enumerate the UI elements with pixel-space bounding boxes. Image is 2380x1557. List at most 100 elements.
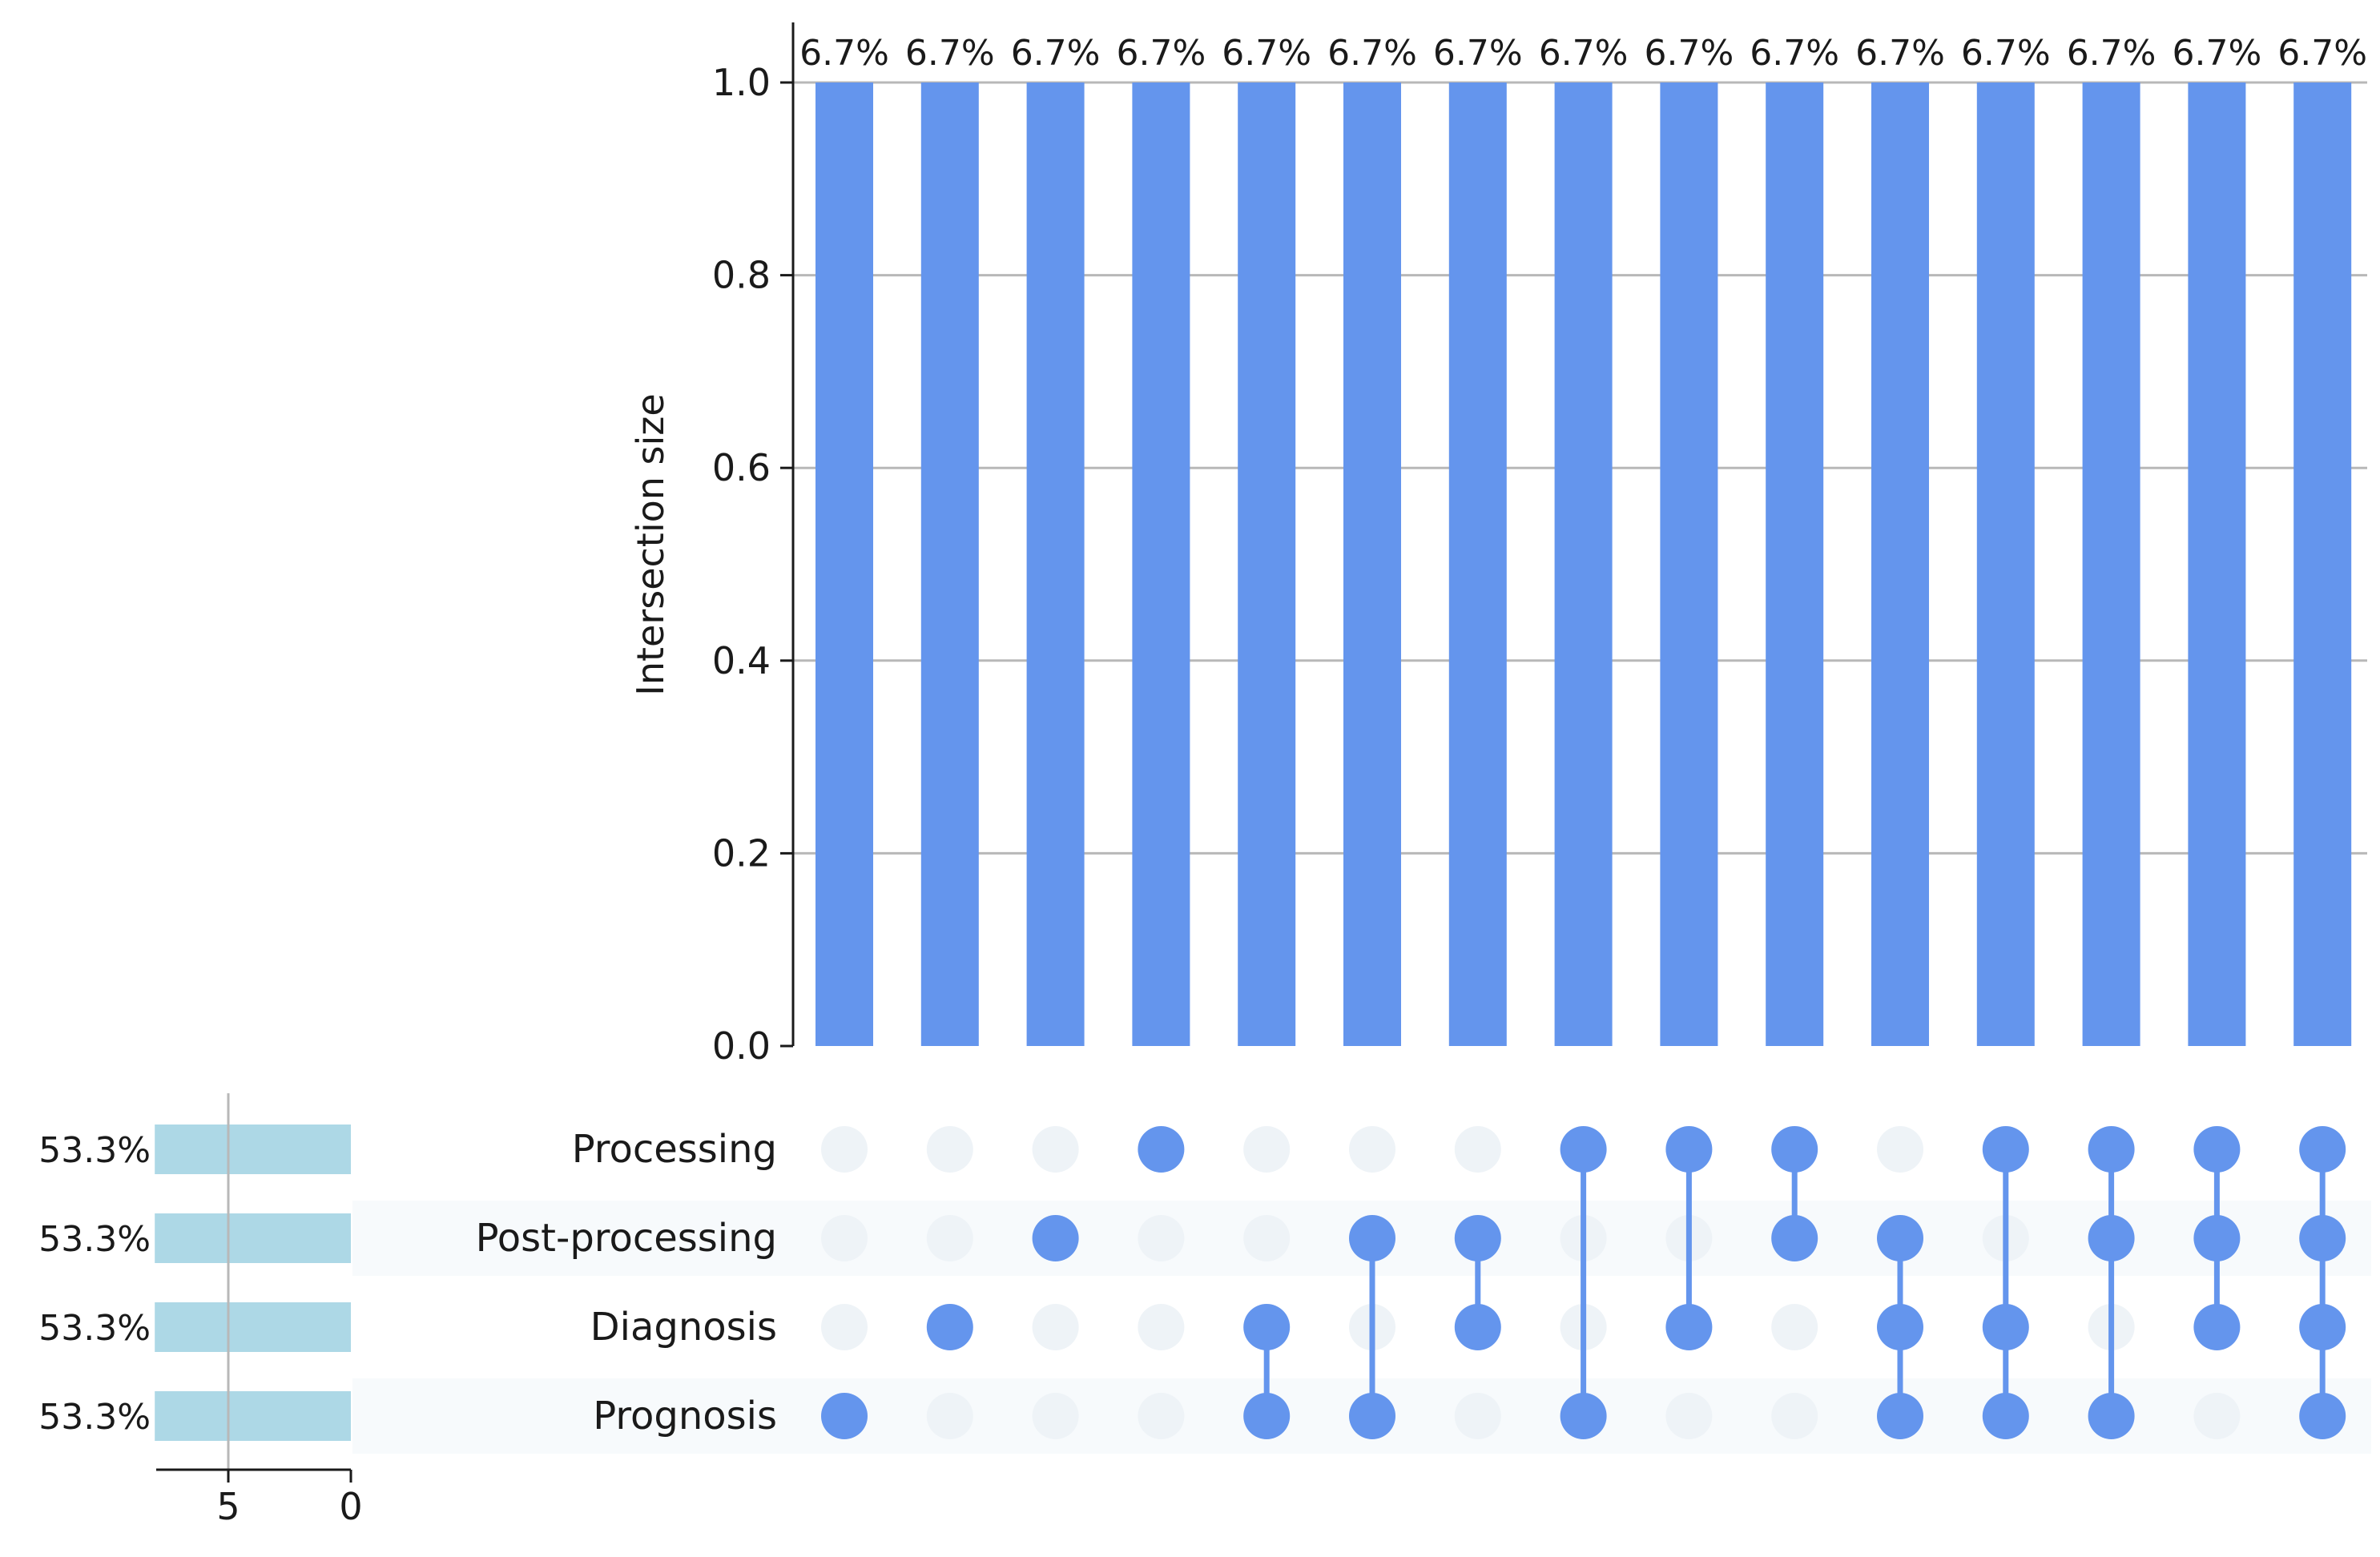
bar-value-label: 6.7% (799, 33, 889, 74)
set-size-bar (155, 1124, 351, 1174)
matrix-dot-empty (1349, 1126, 1395, 1173)
matrix-dot-filled (2088, 1126, 2135, 1173)
matrix-dot-empty (1771, 1304, 1818, 1350)
matrix-dot-empty (1454, 1393, 1501, 1439)
y-axis: 0.0 0.2 0.4 0.6 0.8 1.0 (712, 22, 795, 1068)
intersection-bar (1871, 82, 1929, 1046)
bar-value-label: 6.7% (1750, 33, 1839, 74)
matrix-dot-filled (1349, 1215, 1395, 1261)
matrix-dot-empty (1243, 1126, 1291, 1173)
matrix-dot-empty (1771, 1393, 1818, 1439)
bar-value-label: 6.7% (1117, 33, 1206, 74)
matrix-dot-filled (1032, 1215, 1079, 1261)
set-size-label: 53.3% (38, 1130, 151, 1171)
intersection-bar (1660, 82, 1718, 1046)
set-name-label: Post-processing (476, 1216, 777, 1261)
set-size-bar (155, 1391, 351, 1441)
bar-value-label: 6.7% (1539, 33, 1629, 74)
y-axis-label: Intersection size (629, 393, 672, 695)
matrix-dot-empty (926, 1126, 973, 1173)
intersection-bar (1238, 82, 1296, 1046)
bar-value-label: 6.7% (1645, 33, 1734, 74)
matrix-dot-filled (2088, 1215, 2135, 1261)
matrix-dot-empty (1138, 1393, 1185, 1439)
matrix-dot-filled (1877, 1215, 1923, 1261)
matrix-dot-filled (1243, 1393, 1291, 1439)
bar-value-label: 6.7% (1011, 33, 1101, 74)
matrix-dot-empty (1454, 1126, 1501, 1173)
matrix-dot-empty (821, 1215, 868, 1261)
intersection-bar (1132, 82, 1190, 1046)
matrix-dot-filled (2193, 1215, 2241, 1261)
matrix-dot-filled (1349, 1393, 1395, 1439)
intersection-bars (815, 82, 2352, 1046)
set-size-bar (155, 1302, 351, 1352)
intersection-bar (2082, 82, 2140, 1046)
intersection-bar (920, 82, 979, 1046)
matrix-dot-filled (926, 1304, 973, 1350)
matrix-dot-empty (2193, 1393, 2241, 1439)
matrix-dot-filled (1138, 1126, 1185, 1173)
matrix-dot-filled (1771, 1215, 1818, 1261)
matrix-dot-filled (1982, 1304, 2029, 1350)
bar-value-label: 6.7% (1961, 33, 2051, 74)
matrix-dot-empty (1243, 1215, 1291, 1261)
intersection-bar (1448, 82, 1507, 1046)
bar-value-label: 6.7% (1327, 33, 1417, 74)
matrix-dot-filled (2088, 1393, 2135, 1439)
matrix-dot-filled (2193, 1126, 2241, 1173)
matrix-dot-empty (821, 1304, 868, 1350)
matrix-dot-filled (2299, 1393, 2346, 1439)
matrix-dot-filled (1243, 1304, 1291, 1350)
bar-value-label: 6.7% (2173, 33, 2262, 74)
matrix-dot-filled (2299, 1126, 2346, 1173)
y-tick-label: 0.2 (712, 831, 771, 875)
set-size-label: 53.3% (38, 1397, 151, 1438)
matrix-dot-empty (1032, 1304, 1079, 1350)
bar-value-label: 6.7% (1222, 33, 1311, 74)
matrix-dot-empty (926, 1393, 973, 1439)
matrix-dot-filled (821, 1393, 868, 1439)
matrix-dot-empty (1877, 1126, 1923, 1173)
matrix-dot-filled (1877, 1304, 1923, 1350)
set-size-tick-label: 5 (216, 1485, 240, 1528)
y-tick-label: 0.6 (712, 446, 771, 489)
set-size-label: 53.3% (38, 1308, 151, 1349)
matrix-dot-empty (1032, 1126, 1079, 1173)
matrix-dot-filled (1771, 1126, 1818, 1173)
matrix-dot-filled (1454, 1304, 1501, 1350)
bar-value-label: 6.7% (2277, 33, 2367, 74)
matrix-dot-empty (1665, 1393, 1713, 1439)
matrix-dot-empty (821, 1126, 868, 1173)
set-name-labels: Processing Post-processing Diagnosis Progno… (476, 1127, 777, 1438)
set-size-tick-label: 0 (339, 1485, 362, 1528)
matrix-dot-filled (1560, 1126, 1607, 1173)
intersection-bar (1343, 82, 1401, 1046)
set-name-label: Prognosis (593, 1394, 777, 1438)
intersection-bar (2188, 82, 2246, 1046)
intersection-bar (1976, 82, 2035, 1046)
matrix-dot-filled (2193, 1304, 2241, 1350)
matrix-dot-empty (926, 1215, 973, 1261)
set-name-label: Processing (572, 1127, 777, 1172)
matrix-dot-filled (1982, 1393, 2029, 1439)
y-tick-label: 1.0 (712, 61, 771, 104)
intersection-bar (815, 82, 873, 1046)
bar-value-label: 6.7% (905, 33, 995, 74)
y-tick-label: 0.8 (712, 254, 771, 297)
set-size-panel: 53.3% 53.3% 53.3% 53.3% 5 0 (38, 1093, 363, 1528)
matrix-dot-filled (1560, 1393, 1607, 1439)
matrix-dot-empty (1032, 1393, 1079, 1439)
intersection-bar (1766, 82, 1824, 1046)
matrix-dot-filled (1454, 1215, 1501, 1261)
membership-matrix (821, 1126, 2346, 1439)
intersection-bar (1554, 82, 1613, 1046)
matrix-dot-filled (1665, 1126, 1713, 1173)
matrix-dot-filled (1665, 1304, 1713, 1350)
intersection-bar (2293, 82, 2352, 1046)
y-tick-label: 0.4 (712, 639, 771, 682)
matrix-dot-empty (1138, 1304, 1185, 1350)
set-size-label: 53.3% (38, 1219, 151, 1260)
